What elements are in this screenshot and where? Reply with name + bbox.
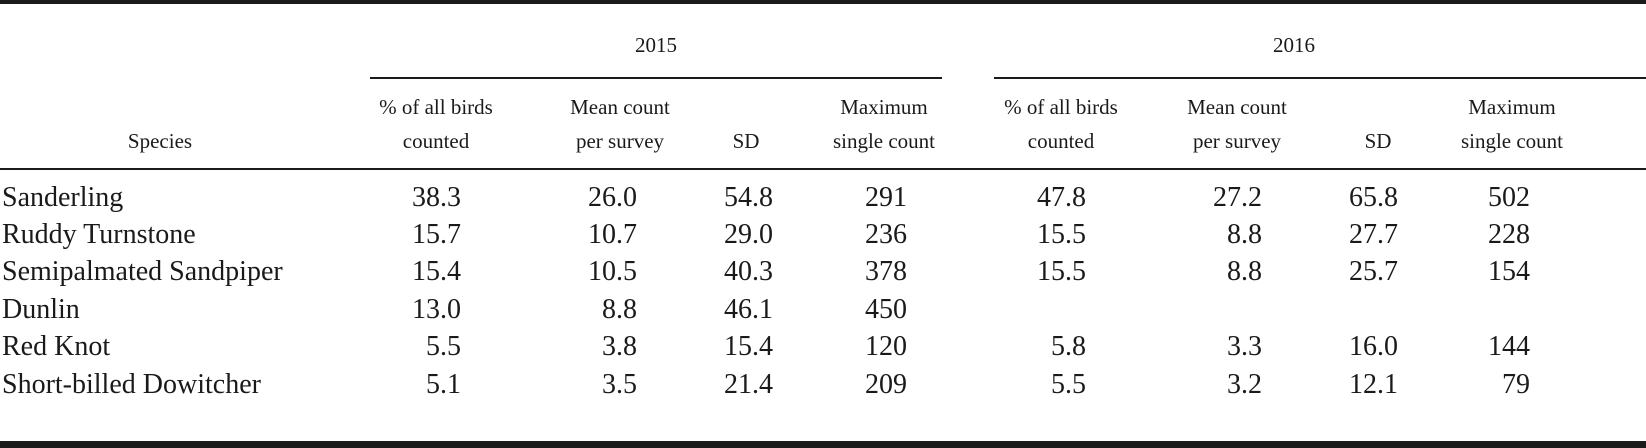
col-header-line1: Mean count [1187,95,1287,119]
value-cell: 228 [1488,219,1530,250]
col-header-sd-2016: SD [1364,129,1392,153]
col-header-line1: % of all birds [1004,95,1118,119]
value-cell: 16.0 [1349,331,1398,362]
species-cell: Ruddy Turnstone [2,219,196,250]
col-header-line2: per survey [1192,129,1282,153]
col-header-sd-2015: SD [732,129,760,153]
bottom-rule [0,441,1646,448]
species-cell: Short-billed Dowitcher [2,369,261,400]
value-cell: 27.2 [1213,182,1262,213]
value-cell: 5.1 [426,369,461,400]
value-cell: 291 [865,182,907,213]
value-cell: 25.7 [1349,256,1398,287]
top-rule [0,0,1646,4]
value-cell: 47.8 [1037,182,1086,213]
value-cell: 3.8 [602,331,637,362]
value-cell: 10.5 [588,256,637,287]
col-header-line1: Mean count [570,95,670,119]
value-cell: 65.8 [1349,182,1398,213]
header-rule [0,168,1646,170]
value-cell: 13.0 [412,294,461,325]
value-cell: 3.2 [1227,369,1262,400]
value-cell: 144 [1488,331,1530,362]
value-cell: 15.5 [1037,256,1086,287]
value-cell: 79 [1502,369,1530,400]
value-cell: 209 [865,369,907,400]
col-header-max-2016: Maximum single count [1432,90,1592,158]
value-cell: 3.5 [602,369,637,400]
value-cell: 378 [865,256,907,287]
value-cell: 120 [865,331,907,362]
value-cell: 40.3 [724,256,773,287]
value-cell: 10.7 [588,219,637,250]
value-cell: 46.1 [724,294,773,325]
value-cell: 236 [865,219,907,250]
value-cell: 27.7 [1349,219,1398,250]
species-cell: Red Knot [2,331,111,362]
col-header-line2: per survey [575,129,665,153]
value-cell: 3.3 [1227,331,1262,362]
col-header-max-2015: Maximum single count [804,90,964,158]
col-header-line1: Maximum [1468,95,1556,119]
value-cell: 38.3 [412,182,461,213]
value-cell: 5.5 [1051,369,1086,400]
value-cell: 15.4 [412,256,461,287]
year-header-2016: 2016 [1273,33,1315,57]
col-header-pct-2016: % of all birds counted [981,90,1141,158]
species-cell: Sanderling [2,182,124,213]
col-header-line2: counted [1027,129,1095,153]
value-cell: 450 [865,294,907,325]
col-header-line2: single count [832,129,936,153]
col-header-mean-2015: Mean count per survey [540,90,700,158]
year-header-2015: 2015 [635,33,677,57]
year-rule-2015 [370,77,942,79]
year-rule-2016 [994,77,1646,79]
value-cell: 5.5 [426,331,461,362]
species-column-header: Species [127,129,193,153]
value-cell: 26.0 [588,182,637,213]
value-cell: 5.8 [1051,331,1086,362]
value-cell: 29.0 [724,219,773,250]
value-cell: 8.8 [1227,219,1262,250]
value-cell: 15.4 [724,331,773,362]
col-header-line1: Maximum [840,95,928,119]
value-cell: 502 [1488,182,1530,213]
col-header-mean-2016: Mean count per survey [1157,90,1317,158]
value-cell: 54.8 [724,182,773,213]
col-header-line2: counted [402,129,470,153]
value-cell: 15.7 [412,219,461,250]
value-cell: 21.4 [724,369,773,400]
value-cell: 154 [1488,256,1530,287]
species-cell: Dunlin [2,294,80,325]
value-cell: 12.1 [1349,369,1398,400]
value-cell: 8.8 [602,294,637,325]
value-cell: 15.5 [1037,219,1086,250]
col-header-pct-2015: % of all birds counted [356,90,516,158]
col-header-line2: single count [1460,129,1564,153]
col-header-line1: % of all birds [379,95,493,119]
value-cell: 8.8 [1227,256,1262,287]
species-cell: Semipalmated Sandpiper [2,256,283,287]
